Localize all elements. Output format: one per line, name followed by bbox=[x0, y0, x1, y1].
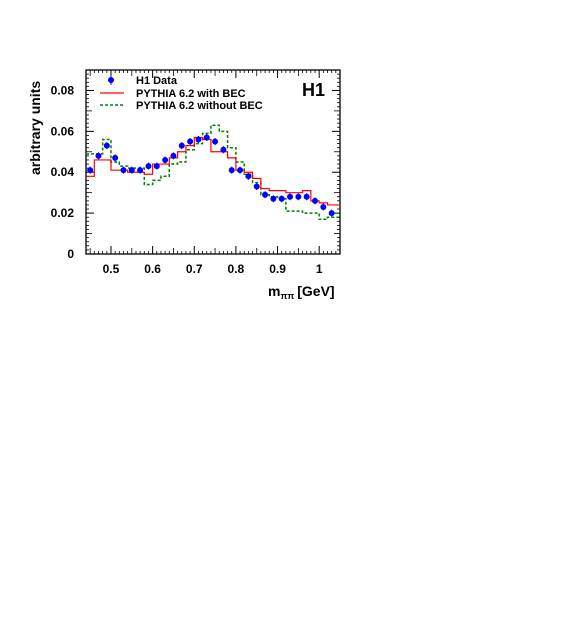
data-point bbox=[328, 210, 335, 217]
y-tick-label: 0.06 bbox=[51, 124, 75, 138]
x-tick-label: 0.8 bbox=[228, 262, 245, 276]
axis-ticks bbox=[86, 70, 341, 255]
data-point bbox=[212, 138, 219, 145]
data-point bbox=[320, 203, 327, 210]
plot-frame bbox=[85, 69, 341, 255]
data-point bbox=[87, 167, 94, 174]
data-point bbox=[303, 193, 310, 200]
data-point bbox=[187, 138, 194, 145]
data-point bbox=[295, 193, 302, 200]
experiment-label: H1 bbox=[302, 80, 325, 100]
legend: H1 Data PYTHIA 6.2 with BEC PYTHIA 6.2 w… bbox=[100, 75, 263, 112]
legend-marker-data bbox=[108, 77, 114, 83]
data-point bbox=[237, 167, 244, 174]
data-point bbox=[270, 195, 277, 202]
data-point bbox=[228, 167, 235, 174]
x-tick-label: 1 bbox=[316, 262, 323, 276]
data-point bbox=[195, 136, 202, 143]
y-tick-label: 0.02 bbox=[51, 206, 75, 220]
legend-label-data: H1 Data bbox=[136, 75, 178, 87]
x-axis-title: mππ [GeV] bbox=[268, 283, 335, 301]
legend-label-without-bec: PYTHIA 6.2 without BEC bbox=[136, 100, 263, 112]
data-point bbox=[278, 195, 285, 202]
y-tick-label: 0.04 bbox=[51, 165, 75, 179]
data-point bbox=[112, 154, 119, 161]
series-layer bbox=[86, 124, 340, 220]
data-point bbox=[178, 142, 185, 149]
data-point bbox=[312, 197, 319, 204]
data-point bbox=[120, 167, 127, 174]
data-point bbox=[128, 167, 135, 174]
data-point bbox=[253, 183, 260, 190]
data-point bbox=[145, 163, 152, 170]
data-point bbox=[245, 173, 252, 180]
x-tick-label: 0.6 bbox=[144, 262, 161, 276]
y-tick-label: 0.08 bbox=[51, 83, 75, 97]
data-point bbox=[103, 142, 110, 149]
x-tick-label: 0.7 bbox=[186, 262, 203, 276]
data-point bbox=[162, 156, 169, 163]
x-tick-label: 0.9 bbox=[269, 262, 286, 276]
y-tick-label: 0 bbox=[67, 247, 74, 261]
data-point bbox=[95, 152, 102, 159]
y-axis-title: arbitrary units bbox=[27, 81, 43, 175]
data-point bbox=[287, 193, 294, 200]
data-point bbox=[262, 191, 269, 198]
data-point bbox=[153, 163, 160, 170]
x-tick-label: 0.5 bbox=[103, 262, 120, 276]
series-line-without-bec bbox=[86, 124, 340, 220]
legend-label-with-bec: PYTHIA 6.2 with BEC bbox=[136, 88, 246, 100]
data-point bbox=[203, 134, 210, 141]
x-axis-title-unit: [GeV] bbox=[297, 283, 334, 299]
x-axis-title-sub: ππ bbox=[280, 291, 294, 301]
x-axis-title-main: m bbox=[268, 283, 280, 299]
data-point bbox=[137, 167, 144, 174]
data-point bbox=[170, 152, 177, 159]
axis-tick-labels: 0.5 0.6 0.7 0.8 0.9 1 0 0.02 0.04 0.06 0.08 bbox=[51, 83, 323, 276]
data-point bbox=[220, 146, 227, 153]
